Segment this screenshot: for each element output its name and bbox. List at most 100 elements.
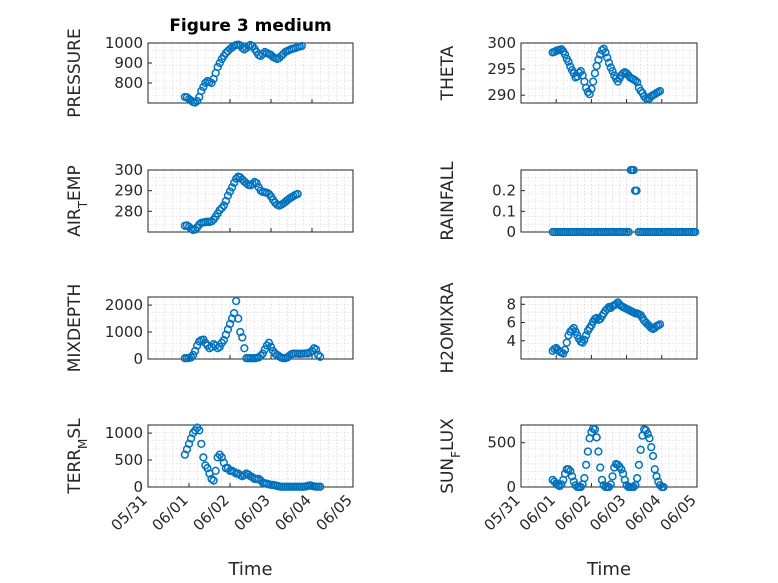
data-point <box>617 465 626 474</box>
data-point <box>604 58 614 67</box>
data-point <box>316 482 325 491</box>
data-point <box>193 96 202 106</box>
data-point <box>597 475 607 485</box>
data-point <box>603 53 612 62</box>
y-tick-label: 280 <box>114 202 143 220</box>
x-axis-label: Time <box>227 559 272 580</box>
y-axis-label: THETA <box>438 45 458 101</box>
x-axis-label: Time <box>586 559 631 580</box>
y-tick-label: 0 <box>133 478 143 496</box>
data-point <box>587 84 596 94</box>
data-point <box>564 57 573 66</box>
x-tick-label: 06/05 <box>657 491 700 534</box>
data-point <box>655 86 665 96</box>
data-point <box>636 445 645 454</box>
data-point <box>252 179 261 188</box>
data-point <box>229 178 239 187</box>
data-point <box>209 476 218 485</box>
x-tick-label: 06/03 <box>231 491 274 534</box>
y-axis-label: SUNFLUX <box>438 418 463 494</box>
data-point <box>608 472 617 481</box>
data-point <box>238 333 247 342</box>
data-point <box>585 89 594 99</box>
y-tick-label: 290 <box>487 86 516 104</box>
y-tick-label: 0 <box>133 350 143 368</box>
y-tick-label: 0 <box>506 223 516 241</box>
data-point <box>227 183 237 192</box>
data-point <box>232 296 241 306</box>
data-point <box>557 480 566 489</box>
chart-title: Figure 3 medium <box>169 16 331 36</box>
data-point <box>629 482 638 492</box>
x-tick-label: 06/01 <box>516 491 559 534</box>
y-tick-label: 800 <box>114 74 143 92</box>
data-point <box>215 205 224 215</box>
data-point <box>594 55 603 64</box>
y-axis-label: TERRMSL <box>65 418 90 495</box>
data-point <box>234 314 243 323</box>
x-tick-label: 06/02 <box>551 491 594 534</box>
data-point <box>264 338 274 347</box>
data-point <box>211 466 220 475</box>
axes-box <box>520 296 698 360</box>
axes-box <box>147 424 354 488</box>
data-point <box>590 425 600 434</box>
data-point <box>596 463 605 472</box>
y-tick-label: 0 <box>506 478 516 496</box>
panel-air_temp: 280 290 300 AIRTEMP <box>65 161 354 237</box>
data-point <box>629 165 638 175</box>
data-point <box>562 338 571 347</box>
axes-box <box>147 169 354 233</box>
x-tick-label: 05/31 <box>108 491 151 534</box>
panel-mixdepth: 0 1000 2000 MIXDEPTH <box>65 284 354 373</box>
x-tick-label: 06/01 <box>149 491 192 534</box>
x-tick-label: 06/04 <box>621 491 664 534</box>
y-axis-label: PRESSURE <box>65 28 85 117</box>
y-tick-label: 295 <box>487 60 516 78</box>
panel-h2omixra: 468 H2OMIXRA <box>438 282 698 374</box>
data-point <box>560 50 570 59</box>
data-point <box>316 352 325 361</box>
y-tick-label: 1000 <box>105 424 143 442</box>
data-point <box>647 442 656 452</box>
data-point <box>256 351 265 360</box>
data-point <box>659 482 668 492</box>
data-point <box>590 69 600 78</box>
data-point <box>199 453 208 462</box>
data-point <box>213 62 222 72</box>
y-tick-label: 0.1 <box>492 202 516 220</box>
data-point <box>223 191 233 200</box>
data-point <box>652 472 661 481</box>
data-point <box>606 480 615 489</box>
data-point <box>297 41 306 51</box>
y-axis-label: MIXDEPTH <box>65 284 85 373</box>
data-point <box>219 201 229 210</box>
data-point <box>594 447 603 456</box>
axes-box <box>147 296 354 360</box>
data-point <box>197 439 206 449</box>
y-axis-label: H2OMIXRA <box>438 282 458 373</box>
data-point <box>207 474 216 484</box>
data-point <box>293 189 302 199</box>
data-point <box>193 341 202 350</box>
data-point <box>229 467 239 477</box>
data-point <box>648 451 658 461</box>
data-point <box>195 426 204 435</box>
panel-theta: 290 295 300 THETA <box>438 34 698 104</box>
data-point <box>215 58 224 68</box>
data-point <box>266 342 276 352</box>
y-tick-label: 4 <box>506 332 516 350</box>
data-point <box>611 300 621 309</box>
y-tick-label: 0.2 <box>492 182 516 200</box>
data-point <box>564 465 573 474</box>
y-tick-label: 290 <box>114 182 143 200</box>
axes-box <box>520 42 698 104</box>
data-point <box>258 349 267 358</box>
data-point <box>191 98 200 107</box>
y-tick-label: 300 <box>487 34 516 52</box>
y-axis-label: RAINFALL <box>438 161 458 241</box>
data-point <box>188 350 198 360</box>
